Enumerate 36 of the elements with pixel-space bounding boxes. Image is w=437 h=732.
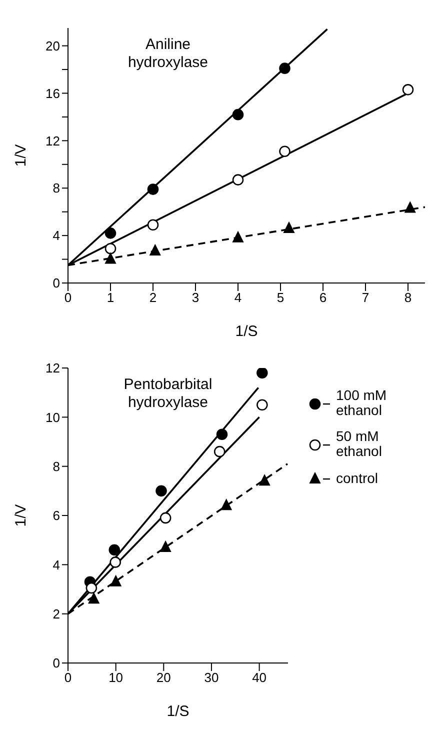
- y-tick-label: 4: [52, 557, 60, 572]
- y-tick-label: 12: [46, 133, 60, 148]
- x-tick-label: 30: [204, 670, 219, 686]
- x-tick-label: 6: [319, 290, 327, 306]
- legend-label: 100 mM ethanol: [336, 387, 388, 418]
- y-tick-label: 0: [52, 656, 60, 671]
- y-tick-label: 2: [52, 606, 60, 622]
- y-tick-label: 20: [46, 38, 60, 54]
- legend-label: 50 mM ethanol: [336, 428, 383, 460]
- y-tick-label: 8: [52, 458, 60, 474]
- x-tick-label: 8: [404, 290, 412, 306]
- y-tick-label: 10: [46, 410, 60, 425]
- y-tick-label: 4: [52, 228, 60, 244]
- x-tick-label: 10: [108, 670, 124, 686]
- x-tick-label: 1: [106, 290, 114, 306]
- y-tick-label: 16: [46, 86, 60, 101]
- x-tick-label: 7: [362, 290, 370, 306]
- x-axis-title: 1/S: [235, 323, 258, 340]
- text: Pentobarbital hydroxylase: [122, 376, 214, 412]
- y-axis-title: 1/V: [12, 144, 30, 167]
- y-tick-label: 8: [52, 180, 60, 196]
- legend-label: control: [336, 470, 380, 486]
- y-tick-label: 12: [46, 360, 60, 376]
- x-tick-label: 0: [64, 670, 72, 686]
- x-tick-label: 2: [149, 290, 157, 306]
- y-axis-title: 1/V: [12, 504, 30, 527]
- x-tick-label: 5: [276, 290, 284, 306]
- x-tick-label: 3: [192, 290, 200, 306]
- y-tick-label: 6: [52, 508, 60, 524]
- y-tick-label: 0: [52, 276, 60, 291]
- x-tick-label: 4: [234, 290, 242, 306]
- x-tick-label: 0: [64, 290, 72, 306]
- x-tick-label: 20: [156, 670, 171, 686]
- x-axis-title: 1/S: [166, 703, 190, 720]
- text: Aniline hydroxylase: [126, 36, 210, 72]
- x-tick-label: 40: [252, 670, 267, 686]
